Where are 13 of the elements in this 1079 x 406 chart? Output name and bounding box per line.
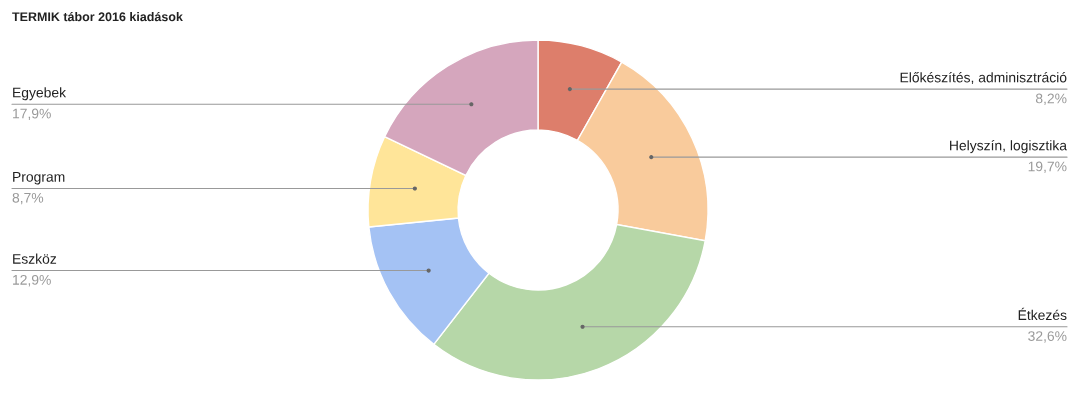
data-label: 32,6%	[1028, 331, 1067, 343]
slice-label: Étkezés	[1018, 307, 1067, 321]
data-label: 8,7%	[12, 192, 44, 205]
data-label: 8,2%	[1035, 93, 1067, 105]
chart-title: TERMIK tábor 2016 kiadások	[12, 11, 183, 22]
slice-label: Eszköz	[13, 253, 57, 264]
slice-label: Helyszín, logisztika	[950, 140, 1067, 154]
slice-label: Program	[13, 172, 65, 185]
slice-label: Előkészítés, adminisztráció	[900, 72, 1067, 85]
data-label: 19,7%	[1028, 161, 1067, 173]
data-label: 12,9%	[13, 274, 51, 287]
data-label: 17,9%	[13, 108, 51, 121]
slice-label: Egyebek	[13, 87, 67, 101]
